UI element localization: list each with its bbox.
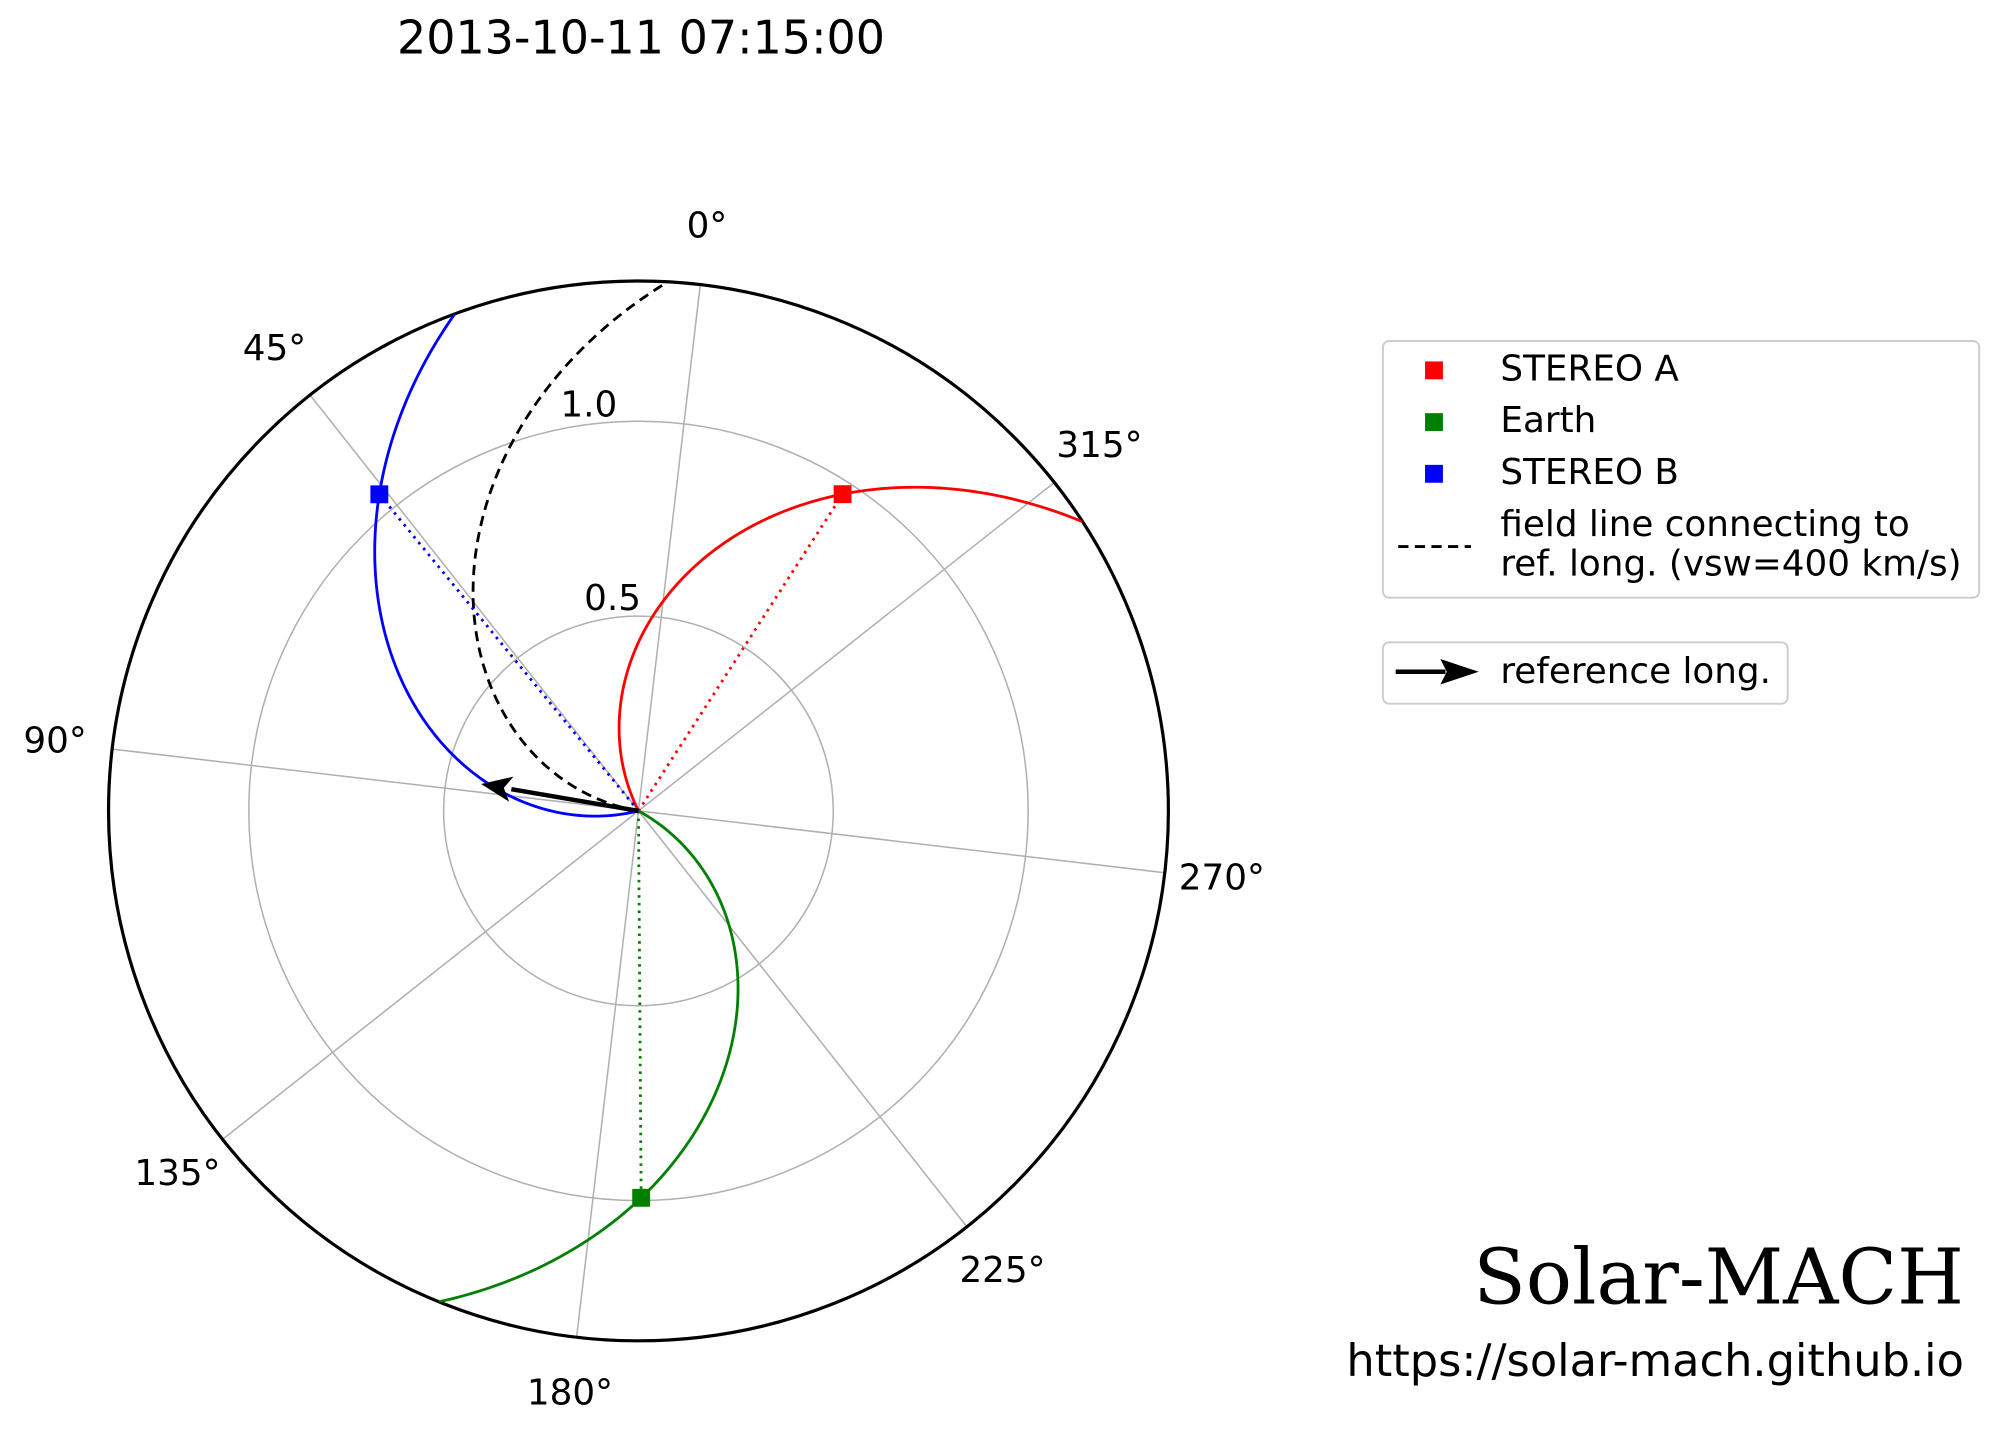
legend-marker <box>1425 361 1443 380</box>
legend-box <box>1381 340 1981 599</box>
theta-tick-label: 45° <box>243 328 306 369</box>
field-line <box>438 809 740 1304</box>
legend-marker <box>1425 413 1443 432</box>
theta-tick-label: 315° <box>1056 425 1142 466</box>
legend-label: field line connecting to <box>1500 504 1909 545</box>
theta-tick-label: 225° <box>959 1250 1045 1291</box>
legend-box <box>1381 641 1789 705</box>
reference-field-line <box>471 280 669 813</box>
legend-label: STEREO B <box>1500 452 1679 493</box>
polar-frame <box>106 279 1170 1343</box>
legend-arrow-head <box>1440 658 1479 685</box>
grid-spoke <box>638 810 1165 874</box>
grid-spoke <box>222 810 639 1140</box>
brand: Solar-MACH <box>1473 1233 1963 1322</box>
theta-tick-label: 0° <box>687 206 728 247</box>
grid-spoke <box>575 810 640 1338</box>
body-marker <box>833 485 852 504</box>
radial-line <box>378 493 640 812</box>
grid-spoke <box>637 284 702 811</box>
r-tick-label: 1.0 <box>560 384 617 425</box>
r-tick-label: 0.5 <box>584 578 641 619</box>
theta-tick-label: 135° <box>134 1153 220 1194</box>
url[interactable]: https://solar-mach.github.io <box>1346 1335 1964 1387</box>
theta-tick-label: 180° <box>527 1372 613 1413</box>
body-marker <box>632 1188 651 1207</box>
radial-line <box>637 493 844 812</box>
legend-label: ref. long. (vsw=400 km/s) <box>1500 544 1961 585</box>
radial-line <box>637 810 643 1198</box>
grid-spoke <box>637 481 1055 812</box>
body-marker <box>370 485 389 504</box>
theta-tick-label: 90° <box>23 720 86 761</box>
grid-spoke <box>637 810 968 1228</box>
grid-circle <box>442 615 835 1007</box>
legend-label: reference long. <box>1500 651 1771 692</box>
chart-title: 2013-10-11 07:15:00 <box>397 10 885 64</box>
theta-tick-label: 270° <box>1179 857 1265 898</box>
reference-arrow <box>510 786 639 814</box>
reference-arrow-head <box>481 776 514 802</box>
legend-marker <box>1425 464 1443 483</box>
field-line <box>373 312 639 818</box>
grid-spoke <box>112 748 639 812</box>
legend-label: STEREO A <box>1500 348 1679 389</box>
legend-label: Earth <box>1500 400 1596 441</box>
field-line <box>617 485 1084 812</box>
